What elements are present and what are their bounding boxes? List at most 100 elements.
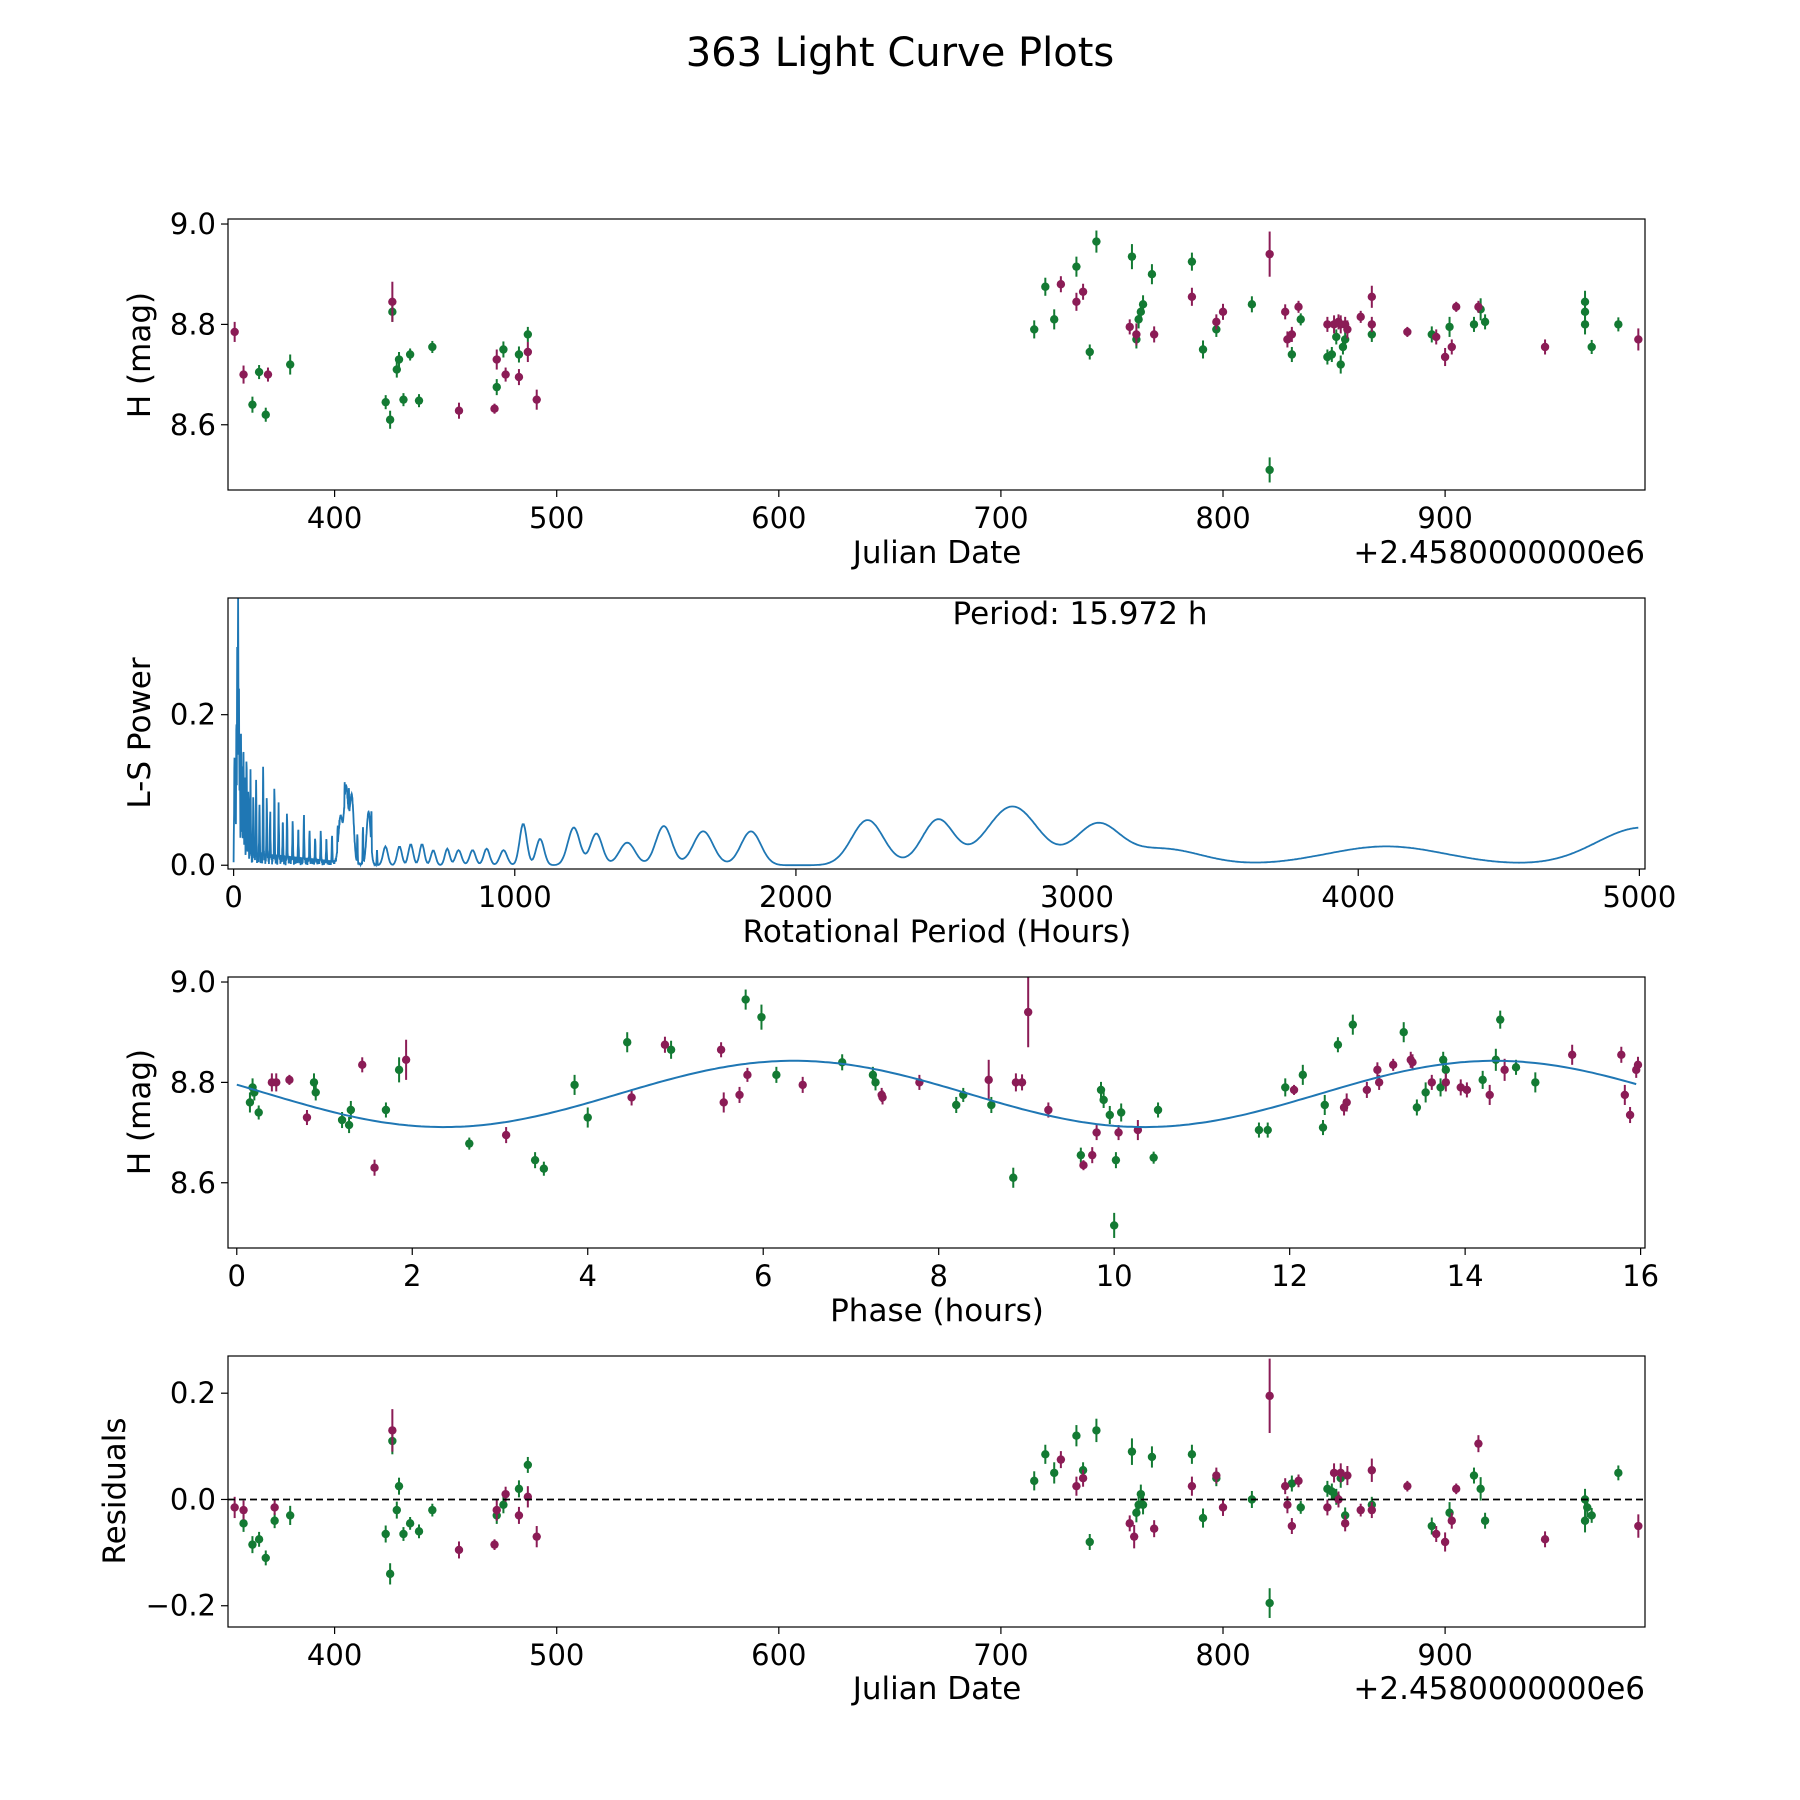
data-point-green <box>1614 320 1623 329</box>
chart-ls-frame <box>227 597 1646 870</box>
data-point-purple <box>492 1505 501 1515</box>
data-point-green <box>1287 350 1297 359</box>
data-point-purple <box>532 1532 541 1541</box>
chart-res-data <box>228 1358 1645 1618</box>
panel-periodogram-ylabel: L-S Power <box>122 657 158 808</box>
data-point-green <box>1072 1431 1081 1440</box>
data-point-purple <box>1432 1529 1441 1539</box>
data-point-green <box>428 1505 437 1515</box>
data-point-green <box>394 1481 404 1491</box>
chart-phase-xtick-label: 4 <box>579 1259 597 1293</box>
data-point-purple <box>1329 1468 1339 1478</box>
data-point-purple <box>1323 320 1332 329</box>
chart-phase-ytick-label: 9.0 <box>170 965 216 999</box>
data-point-purple <box>532 395 541 404</box>
fit-curve <box>236 1059 1637 1129</box>
data-point-purple <box>388 1426 397 1435</box>
data-point-purple <box>1447 1516 1456 1525</box>
data-point-purple <box>1620 1090 1630 1100</box>
data-point-purple <box>1023 1007 1033 1017</box>
data-point-purple <box>1056 1455 1066 1464</box>
data-point-green <box>399 1529 408 1539</box>
data-point-purple <box>1356 1505 1365 1515</box>
data-point-green <box>1469 320 1479 329</box>
chart-ls-xtick-label: 2000 <box>759 880 833 914</box>
data-point-green <box>254 367 264 377</box>
figure-title: 363 Light Curve Plots <box>686 30 1115 76</box>
data-point-purple <box>1044 1105 1053 1115</box>
data-point-green <box>1198 345 1208 354</box>
data-point-purple <box>1447 342 1456 352</box>
data-point-purple <box>1287 330 1297 339</box>
data-point-purple <box>984 1075 993 1085</box>
data-point-purple <box>239 1505 248 1515</box>
data-point-purple <box>1567 1050 1577 1059</box>
chart-ls-ytick-label: 0.0 <box>170 848 216 882</box>
chart-lc-xtick-label: 400 <box>307 501 362 535</box>
data-point-green <box>405 350 415 359</box>
data-point-purple <box>1462 1085 1472 1095</box>
data-point-green <box>623 1038 632 1047</box>
data-point-green <box>1111 1155 1121 1165</box>
data-point-green <box>392 365 401 374</box>
data-point-green <box>285 1511 295 1520</box>
data-point-green <box>492 382 501 392</box>
chart-res-ytick-label: −0.2 <box>146 1589 216 1623</box>
data-point-green <box>1254 1125 1264 1135</box>
data-point-green <box>394 355 404 364</box>
data-point-purple <box>1500 1065 1509 1075</box>
data-point-purple <box>523 347 533 357</box>
data-point-green <box>499 1500 508 1509</box>
data-point-green <box>346 1105 356 1115</box>
data-point-purple <box>1280 307 1290 317</box>
data-point-green <box>666 1045 676 1054</box>
data-point-purple <box>1132 330 1141 339</box>
data-point-green <box>254 1108 263 1117</box>
data-point-green <box>1041 1450 1050 1459</box>
chart-ls-xtick-label: 0 <box>224 880 242 914</box>
data-point-purple <box>272 1078 281 1087</box>
data-point-purple <box>401 1055 411 1065</box>
data-point-purple <box>1367 1466 1377 1475</box>
data-point-green <box>1187 257 1197 266</box>
panel-light-curve: H (mag) Julian Date +2.4580000000e6 400 5… <box>122 207 1646 571</box>
data-point-green <box>1085 1537 1094 1547</box>
panel-periodogram: Period: 15.972 h L-S Power Rotational Pe… <box>122 596 1676 950</box>
chart-phase-xtick-label: 2 <box>403 1259 421 1293</box>
data-point-green <box>405 1519 415 1528</box>
data-point-purple <box>1540 342 1550 352</box>
data-point-purple <box>1334 1495 1343 1504</box>
data-point-purple <box>1129 1532 1139 1541</box>
chart-ls-xtick-label: 4000 <box>1321 880 1395 914</box>
data-point-purple <box>1289 1085 1299 1095</box>
data-point-green <box>583 1113 592 1122</box>
data-point-purple <box>1634 1521 1643 1531</box>
data-point-green <box>381 397 390 407</box>
chart-phase-xtick-label: 12 <box>1271 1259 1308 1293</box>
data-point-green <box>1480 1516 1490 1525</box>
data-point-green <box>261 410 270 419</box>
data-point-purple <box>302 1113 312 1122</box>
panel-phased-curve-ylabel: H (mag) <box>122 1049 158 1175</box>
chart-ls-xtick-label: 3000 <box>1040 880 1114 914</box>
data-point-green <box>385 1569 395 1579</box>
data-point-purple <box>1367 320 1377 329</box>
data-point-green <box>952 1100 961 1110</box>
data-point-green <box>1296 1503 1305 1512</box>
data-point-purple <box>239 370 248 379</box>
data-point-green <box>1580 1516 1590 1525</box>
data-point-purple <box>1367 292 1377 301</box>
data-point-green <box>1187 1450 1197 1459</box>
chart-lc-ytick-label: 8.6 <box>170 408 216 442</box>
data-point-green <box>261 1553 270 1563</box>
chart-res-xtick-label: 800 <box>1195 1638 1250 1672</box>
chart-res-xtick-label: 400 <box>307 1638 362 1672</box>
data-point-purple <box>1114 1128 1123 1137</box>
data-point-purple <box>1092 1128 1101 1137</box>
data-point-green <box>239 1519 248 1528</box>
data-point-green <box>248 1540 257 1549</box>
panel-phased-curve-xlabel: Phase (hours) <box>830 1293 1044 1329</box>
data-point-green <box>514 1484 524 1494</box>
data-point-green <box>1092 237 1101 246</box>
chart-phase-frame <box>227 976 1646 1249</box>
